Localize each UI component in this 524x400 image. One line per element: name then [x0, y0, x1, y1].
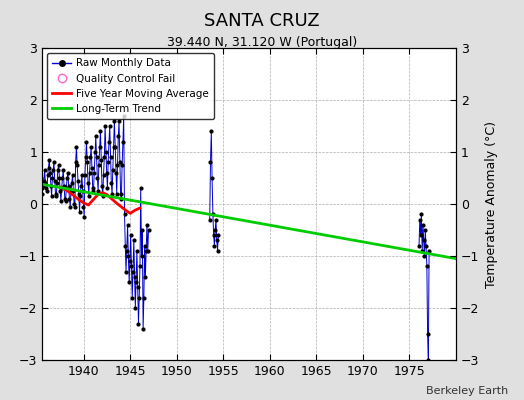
Y-axis label: Temperature Anomaly (°C): Temperature Anomaly (°C) [485, 120, 498, 288]
Legend: Raw Monthly Data, Quality Control Fail, Five Year Moving Average, Long-Term Tren: Raw Monthly Data, Quality Control Fail, … [47, 53, 214, 119]
Text: Berkeley Earth: Berkeley Earth [426, 386, 508, 396]
Text: SANTA CRUZ: SANTA CRUZ [204, 12, 320, 30]
Text: 39.440 N, 31.120 W (Portugal): 39.440 N, 31.120 W (Portugal) [167, 36, 357, 49]
